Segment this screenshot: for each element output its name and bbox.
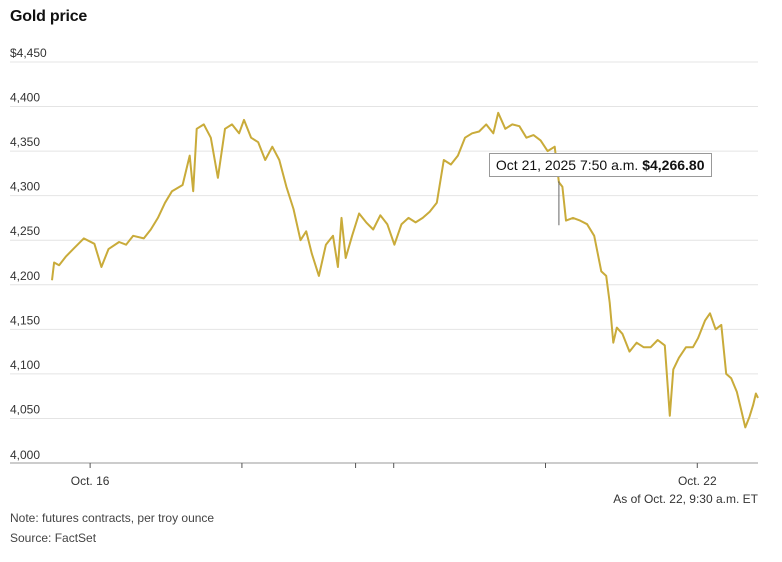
y-tick-label: 4,100 [10, 358, 40, 372]
tooltip-value: $4,266.80 [642, 157, 705, 174]
y-tick-label: $4,450 [10, 46, 47, 60]
y-tick-label: 4,050 [10, 402, 40, 416]
x-tick-label: Oct. 22 [678, 474, 717, 488]
gridlines [10, 61, 758, 464]
x-axis: Oct. 16 Oct. 22 [71, 463, 717, 488]
y-tick-label: 4,350 [10, 135, 40, 149]
chart-source: Source: FactSet [10, 531, 97, 545]
price-series-line [51, 111, 759, 429]
x-tick-label: Oct. 16 [71, 474, 110, 488]
y-tick-label: 4,250 [10, 224, 40, 238]
as-of-label: As of Oct. 22, 9:30 a.m. ET [613, 492, 758, 506]
tooltip: Oct 21, 2025 7:50 a.m. $4,266.80 [488, 153, 712, 178]
chart-note: Note: futures contracts, per troy ounce [10, 511, 215, 525]
y-tick-label: 4,150 [10, 313, 40, 327]
y-tick-label: 4,300 [10, 180, 40, 194]
y-tick-label: 4,200 [10, 269, 40, 283]
y-tick-label: 4,000 [10, 448, 40, 462]
chart-title: Gold price [10, 8, 88, 25]
tooltip-time: Oct 21, 2025 7:50 a.m. [495, 157, 639, 174]
y-tick-label: 4,400 [10, 91, 40, 105]
y-axis-ticks: 4,000 4,050 4,100 4,150 4,200 4,250 4,300 4,350… [10, 46, 47, 462]
